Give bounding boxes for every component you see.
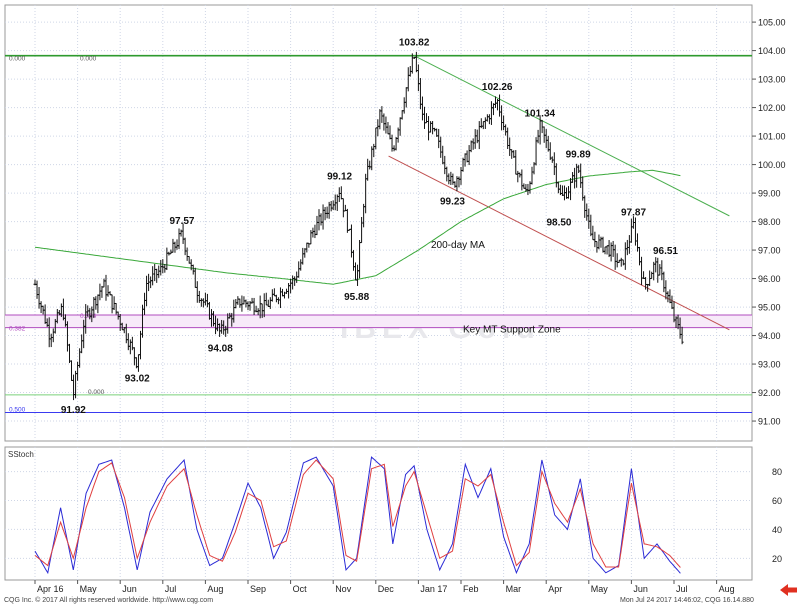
x-tick-label: Jul	[165, 584, 177, 594]
x-tick-label: Jan 17	[420, 584, 447, 594]
scroll-left-arrow-icon[interactable]	[780, 584, 798, 596]
price-annotation: 96.51	[653, 246, 678, 257]
osc-y-tick-label: 40	[772, 525, 782, 535]
x-tick-label: Jun	[633, 584, 648, 594]
price-annotation: 102.26	[482, 82, 513, 93]
x-tick-label: Jul	[676, 584, 688, 594]
x-tick-label: Mar	[506, 584, 522, 594]
ohlc-bar	[680, 326, 684, 345]
footer-timestamp: Mon Jul 24 2017 14:46:02, CQG 16.14.880	[620, 597, 754, 604]
downtrend-upper-line	[413, 55, 730, 217]
price-annotation: 93.02	[125, 373, 150, 384]
price-annotation: 94.08	[208, 343, 233, 354]
y-tick-label: 92.00	[758, 388, 781, 398]
fib-label: 0.000	[9, 56, 26, 63]
fib-label: 0.382	[9, 326, 26, 333]
footer-copyright: CQG Inc. © 2017 All rights reserved worl…	[4, 597, 214, 604]
price-annotation: 99.89	[566, 150, 591, 161]
osc-y-tick-label: 60	[772, 496, 782, 506]
price-annotation: 101.34	[525, 108, 556, 119]
price-annotation: 91.92	[61, 405, 86, 416]
x-tick-label: Nov	[335, 584, 352, 594]
x-tick-label: May	[80, 584, 98, 594]
support-zone-band	[5, 315, 752, 328]
ohlc-bars	[33, 51, 684, 401]
price-annotation: 99.23	[440, 197, 465, 208]
fib-label: 0.324	[80, 313, 97, 320]
price-annotation: 97.57	[169, 216, 194, 227]
y-tick-label: 104.00	[758, 46, 786, 56]
y-tick-label: 99.00	[758, 189, 781, 199]
y-tick-label: 98.00	[758, 217, 781, 227]
price-annotation: 99.12	[327, 172, 352, 183]
y-tick-label: 100.00	[758, 160, 786, 170]
x-tick-label: Apr	[548, 584, 562, 594]
fib-label: 0.500	[9, 407, 26, 414]
y-tick-label: 101.00	[758, 132, 786, 142]
x-tick-label: Aug	[719, 584, 735, 594]
oscillator-panel-frame	[4, 446, 753, 581]
downtrend-lower-line	[388, 155, 730, 331]
osc-y-tick-label: 80	[772, 467, 782, 477]
osc-y-tick-label: 20	[772, 554, 782, 564]
stoch-series-line	[34, 459, 681, 568]
y-tick-label: 91.00	[758, 417, 781, 427]
y-tick-label: 96.00	[758, 274, 781, 284]
x-tick-label: Feb	[463, 584, 479, 594]
fib-label: 0.000	[80, 56, 97, 63]
x-tick-label: Dec	[378, 584, 395, 594]
price-annotation: 95.88	[344, 292, 369, 303]
x-tick-label: Apr 16	[37, 584, 64, 594]
x-tick-label: Oct	[293, 584, 308, 594]
price-annotation: 97.87	[621, 207, 646, 218]
x-tick-label: May	[591, 584, 609, 594]
y-tick-label: 97.00	[758, 246, 781, 256]
x-tick-label: Sep	[250, 584, 266, 594]
price-annotation: 98.50	[546, 217, 571, 228]
oscillator-title: SStoch	[8, 450, 34, 459]
x-tick-label: Jun	[122, 584, 137, 594]
y-tick-label: 105.00	[758, 18, 786, 28]
y-tick-label: 94.00	[758, 331, 781, 341]
y-tick-label: 95.00	[758, 303, 781, 313]
y-tick-label: 103.00	[758, 75, 786, 85]
fib-label: 0.000	[88, 389, 105, 396]
main-panel-frame	[4, 4, 753, 442]
y-tick-label: 102.00	[758, 103, 786, 113]
y-tick-label: 93.00	[758, 360, 781, 370]
x-tick-label: Aug	[207, 584, 223, 594]
ma-200-label: 200-day MA	[431, 240, 485, 251]
price-annotation: 103.82	[399, 38, 430, 49]
support-zone-label: Key MT Support Zone	[463, 325, 561, 336]
